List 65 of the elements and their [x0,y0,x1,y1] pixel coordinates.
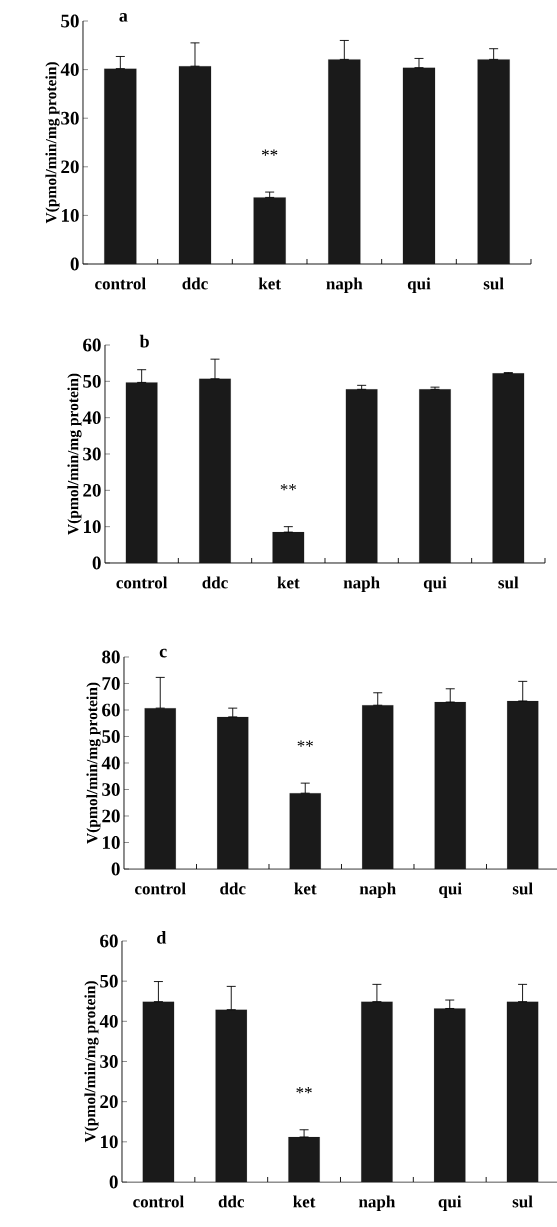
x-tick-label: ket [294,882,317,895]
y-tick-label: 30 [83,447,101,461]
y-tick-label: 20 [61,160,79,174]
x-tick-label: sul [512,1195,533,1208]
x-tick-label: control [95,277,146,290]
x-tick-label: ddc [182,277,208,290]
chart-title: b [139,334,149,348]
x-tick-label: qui [407,277,431,293]
x-tick-label: naph [326,277,363,293]
y-tick-label: 40 [82,411,101,425]
y-tick-label: 60 [83,338,101,352]
y-tick-label: 0 [111,862,120,876]
chart-title: a [119,13,128,22]
y-axis-title: V(pmol/min/mg protein) [86,682,101,844]
y-tick-label: 10 [100,1135,118,1149]
x-tick-label: sul [512,882,533,895]
y-tick-label: 10 [61,209,79,222]
x-tick-label: ket [258,277,281,290]
y-tick-label: 30 [100,1055,118,1068]
y-tick-label: 20 [100,1095,118,1109]
x-tick-label: naph [359,882,396,898]
y-tick-label: 40 [101,756,120,770]
y-tick-label: 50 [100,974,118,988]
x-tick-label: control [133,1195,184,1208]
x-tick-label: control [116,576,168,589]
y-axis-title: V(pmol/min/mg protein) [67,373,82,535]
y-tick-label: 50 [61,14,79,28]
y-tick-label: 20 [102,809,120,823]
y-axis-title: V(pmol/min/mg protein) [84,981,99,1143]
y-tick-label: 10 [102,836,120,849]
chart-title: d [157,931,167,944]
x-tick-label: control [135,882,186,895]
y-tick-label: 20 [83,483,101,497]
chart-title: c [159,648,167,658]
y-tick-label: 0 [70,257,79,271]
y-tick-label: 50 [83,374,101,388]
y-tick-label: 30 [61,111,79,125]
y-tick-label: 0 [92,556,101,570]
x-tick-label: qui [438,1195,462,1211]
x-tick-label: naph [343,576,380,592]
annotation: ** [297,740,313,747]
y-tick-label: 10 [83,520,101,534]
y-axis-title: V(pmol/min/mg protein) [45,62,60,224]
x-tick-label: sul [483,277,504,290]
x-tick-label: qui [439,882,462,898]
x-tick-label: ddc [218,1195,245,1208]
y-tick-label: 0 [109,1175,118,1189]
annotation: ** [261,149,278,156]
x-tick-label: qui [423,576,447,592]
y-tick-label: 80 [102,650,120,664]
x-tick-label: sul [498,576,519,589]
y-tick-label: 60 [100,934,118,948]
annotation: ** [280,484,297,491]
y-tick-label: 40 [99,1014,118,1028]
x-tick-label: ddc [220,882,246,895]
x-tick-label: ket [277,576,300,589]
annotation: ** [296,1087,312,1094]
y-tick-label: 50 [102,730,120,743]
x-tick-label: ddc [202,576,228,589]
y-tick-label: 70 [102,677,120,690]
y-tick-label: 30 [102,783,120,796]
y-tick-label: 40 [60,63,79,77]
x-tick-label: ket [293,1195,316,1208]
y-tick-label: 60 [102,703,120,717]
x-tick-label: naph [358,1195,396,1211]
